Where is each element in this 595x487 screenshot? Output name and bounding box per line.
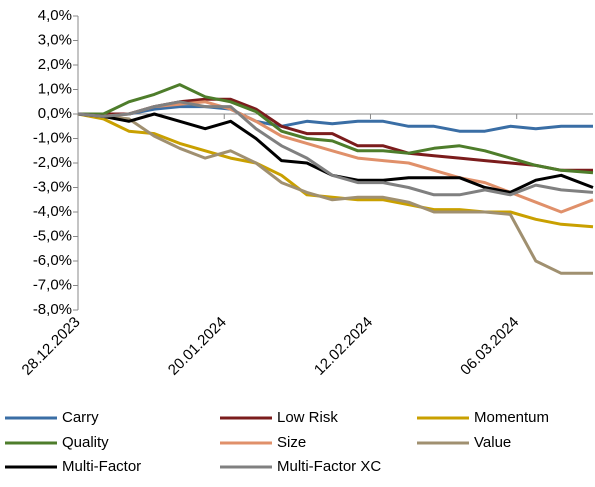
y-tick-label: -8,0%: [33, 301, 72, 318]
y-tick-label: -3,0%: [33, 178, 72, 195]
legend-label: Quality: [62, 434, 109, 451]
y-tick-label: -4,0%: [33, 203, 72, 220]
x-tick-label: 06.03.2024: [457, 314, 522, 379]
series-line: [77, 100, 594, 214]
series-line: [77, 112, 594, 229]
series-line: [78, 105, 593, 133]
y-tick-label: 0,0%: [38, 105, 72, 122]
y-tick-label: -2,0%: [33, 154, 72, 171]
x-tick-label: 28.12.2023: [19, 314, 84, 379]
legend-label: Value: [474, 434, 511, 451]
y-tick-label: 2,0%: [38, 56, 72, 73]
series-line: [77, 100, 594, 197]
series-line: [77, 112, 593, 275]
y-tick-label: -7,0%: [33, 276, 72, 293]
legend-label: Carry: [62, 409, 99, 426]
legend-label: Momentum: [474, 409, 549, 426]
legend-label: Low Risk: [277, 409, 338, 426]
y-tick-label: 1,0%: [38, 80, 72, 97]
y-tick-label: -1,0%: [33, 129, 72, 146]
legend-label: Multi-Factor: [62, 458, 141, 475]
y-tick-label: 4,0%: [38, 7, 72, 24]
legend-label: Size: [277, 434, 306, 451]
legend-label: Multi-Factor XC: [277, 458, 381, 475]
x-tick-label: 12.02.2024: [311, 314, 376, 379]
x-tick-label: 20.01.2024: [165, 314, 230, 379]
y-tick-label: -6,0%: [33, 252, 72, 269]
series-line: [78, 83, 594, 175]
y-tick-label: 3,0%: [38, 31, 72, 48]
y-tick-label: -5,0%: [33, 227, 72, 244]
